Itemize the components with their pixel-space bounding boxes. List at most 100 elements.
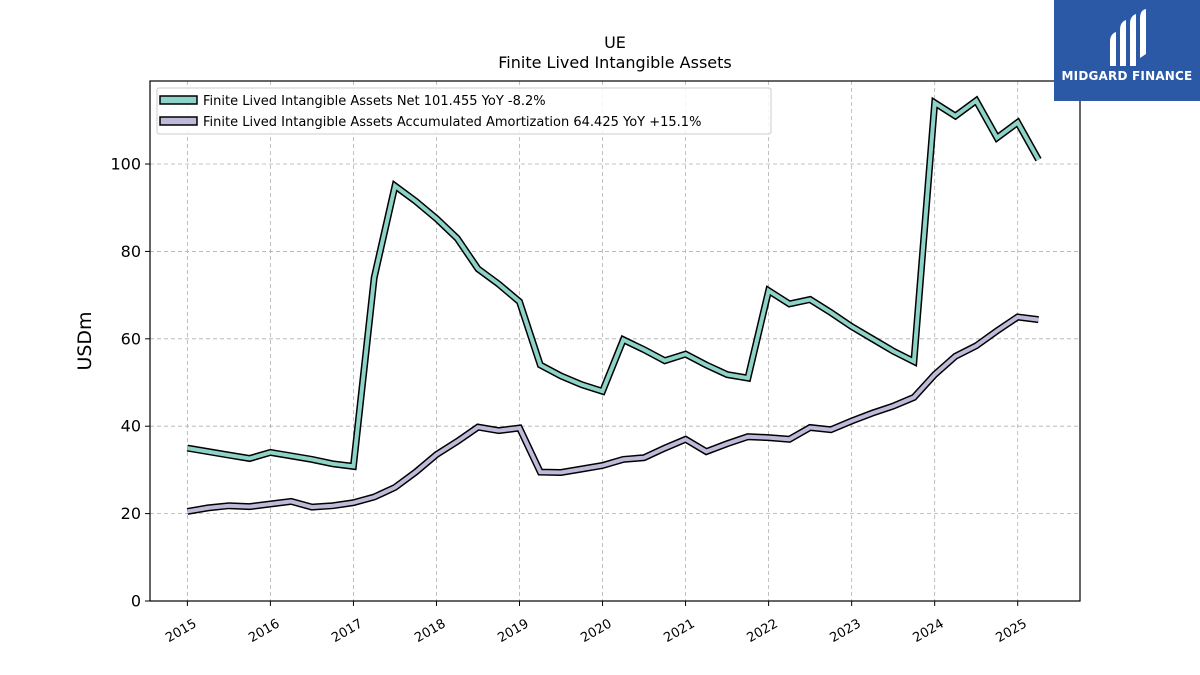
series-0-point [932, 100, 937, 105]
series-1-point [787, 437, 792, 442]
series-1-point [579, 467, 584, 472]
x-axis: 2015 2016 2017 2018 2019 2020 2021 2022 2023 2024… [163, 601, 1030, 646]
legend-label-0: Finite Lived Intangible Assets Net 101.4… [203, 94, 546, 109]
series-0-point [496, 282, 501, 287]
series-0-point [517, 299, 522, 304]
series-1-point [185, 509, 190, 514]
series-0-point [476, 266, 481, 271]
series-0-line [187, 97, 1041, 469]
x-tick-label: 2015 [163, 616, 199, 646]
x-tick-label: 2022 [744, 616, 780, 646]
series-0-point [642, 347, 647, 352]
y-axis-label: USDm [74, 311, 96, 370]
series-1-point [434, 452, 439, 457]
series-1-point [413, 470, 418, 475]
series-1-point [330, 503, 335, 508]
series-1-point [268, 502, 273, 507]
series-1-point [995, 328, 1000, 333]
series-1-point [538, 470, 543, 475]
series-0-point [953, 114, 958, 119]
plot-frame [149, 80, 1081, 602]
x-tick-label: 2019 [495, 616, 531, 646]
series-0-point [828, 310, 833, 315]
series-1-point [517, 426, 522, 431]
series-0-point [351, 464, 356, 469]
series-0-point [787, 301, 792, 306]
series-0-point [393, 183, 398, 188]
series-1-point [642, 455, 647, 460]
series-1-point [600, 463, 605, 468]
series-1-point [621, 457, 626, 462]
series-0-point [600, 389, 605, 394]
y-tick-label: 60 [121, 329, 141, 348]
x-tick-label: 2018 [412, 616, 448, 646]
series-1-point [289, 499, 294, 504]
series-0-point [372, 275, 377, 280]
series-1-point [226, 503, 231, 508]
series-1-point [662, 446, 667, 451]
x-tick-label: 2024 [911, 616, 947, 646]
series-0-point [247, 456, 252, 461]
series-1-point [704, 449, 709, 454]
series-1-point [725, 441, 730, 446]
series-1-point [932, 372, 937, 377]
series-1-point [766, 435, 771, 440]
series-0-point [226, 453, 231, 458]
series-1-point [476, 425, 481, 430]
series-1-point [309, 505, 314, 510]
series-0-point [559, 374, 564, 379]
y-axis: 0 20 40 60 80 100 [110, 155, 150, 611]
series-0-point [704, 363, 709, 368]
series-1-point [1036, 317, 1041, 322]
series-0-point [455, 236, 460, 241]
chart-title: UE [604, 33, 626, 52]
series-1-point [974, 343, 979, 348]
series-1-point [206, 505, 211, 510]
series-1-point [247, 504, 252, 509]
y-tick-label: 100 [110, 155, 141, 174]
series-1-point [745, 434, 750, 439]
series-0-outline [186, 95, 1042, 471]
series-0-point [974, 98, 979, 103]
brand-logo: MIDGARD FINANCE [1054, 0, 1200, 101]
series-1-point [849, 419, 854, 424]
x-tick-label: 2020 [578, 616, 614, 646]
series-0-point [745, 376, 750, 381]
series-0-point [621, 337, 626, 342]
series-1-point [891, 404, 896, 409]
legend-swatch-1 [159, 116, 198, 126]
series-0-point [1036, 157, 1041, 162]
legend: Finite Lived Intangible Assets Net 101.4… [156, 87, 772, 135]
y-tick-label: 0 [131, 592, 141, 611]
series-0-point [766, 288, 771, 293]
x-tick-label: 2023 [827, 616, 863, 646]
legend-box [156, 87, 772, 135]
series-0-point [849, 324, 854, 329]
series-0-point [538, 363, 543, 368]
series-0-point [911, 359, 916, 364]
series-1-point [351, 500, 356, 505]
series-1-point [559, 470, 564, 475]
legend-label-1: Finite Lived Intangible Assets Accumulat… [203, 115, 701, 130]
series-1-point [372, 495, 377, 500]
series-0-point [995, 135, 1000, 140]
series-0-point [891, 349, 896, 354]
series-0-point [662, 358, 667, 363]
series-0-point [413, 199, 418, 204]
series-1-point [496, 428, 501, 433]
x-tick-label: 2016 [246, 616, 282, 646]
series-0-point [289, 453, 294, 458]
y-tick-label: 80 [121, 242, 141, 261]
series-0-point [206, 449, 211, 454]
logo-mark-icon [1110, 9, 1146, 66]
series-1-point [455, 439, 460, 444]
series-1-outline [186, 313, 1039, 515]
series-0-point [683, 352, 688, 357]
series-0-point [330, 461, 335, 466]
y-tick-label: 40 [121, 417, 141, 436]
grid [150, 81, 1080, 602]
series-group [185, 95, 1042, 515]
series-1-point [953, 354, 958, 359]
series-0-point [1015, 120, 1020, 125]
